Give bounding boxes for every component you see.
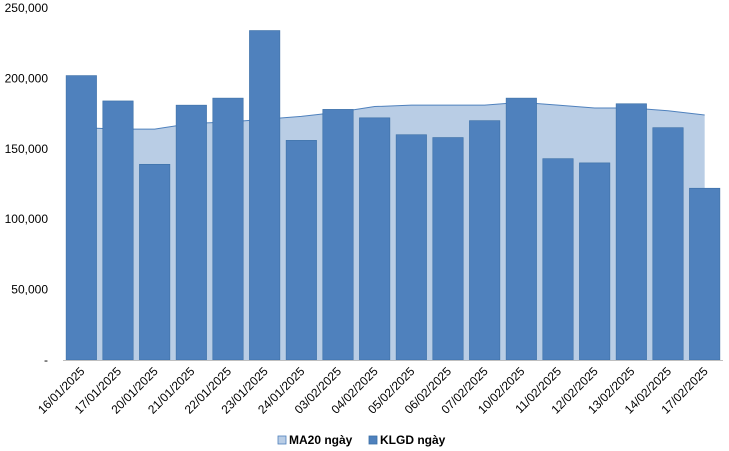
klgd-bar — [359, 117, 391, 361]
legend-swatch-ma20 — [277, 435, 287, 445]
klgd-bar — [469, 120, 501, 361]
y-tick-label: - — [44, 353, 48, 367]
legend-label-klgd: KLGD ngày — [380, 433, 446, 447]
klgd-bar — [212, 97, 244, 361]
klgd-bar — [285, 140, 317, 361]
klgd-bar — [652, 127, 684, 361]
legend-label-ma20: MA20 ngày — [289, 433, 353, 447]
klgd-bar — [542, 158, 574, 361]
y-tick-label: 150,000 — [5, 142, 49, 156]
y-tick-label: 50,000 — [11, 283, 48, 297]
klgd-bar — [249, 30, 281, 361]
klgd-bar — [689, 187, 721, 361]
y-tick-label: 200,000 — [5, 71, 49, 85]
klgd-bar — [505, 97, 537, 361]
klgd-bar — [395, 134, 427, 361]
legend-swatch-klgd — [368, 435, 378, 445]
klgd-bar — [102, 100, 134, 361]
y-tick-label: 250,000 — [5, 1, 49, 15]
klgd-bar-layer — [65, 30, 721, 361]
ma20-area-layer — [81, 101, 705, 360]
klgd-bar — [139, 163, 171, 361]
klgd-bar — [579, 162, 611, 361]
klgd-bar — [615, 103, 647, 361]
ma20-area — [81, 102, 705, 360]
y-axis-tick-labels: - 50,000 100,000 150,000 200,000 250,000 — [5, 1, 49, 367]
x-axis-tick-labels: 16/01/202517/01/202520/01/202521/01/2025… — [35, 364, 711, 417]
legend: MA20 ngày KLGD ngày — [277, 433, 446, 447]
klgd-bar — [322, 109, 354, 361]
klgd-bar — [175, 104, 207, 361]
y-tick-label: 100,000 — [5, 212, 49, 226]
klgd-bar — [65, 75, 97, 361]
klgd-bar — [432, 137, 464, 361]
